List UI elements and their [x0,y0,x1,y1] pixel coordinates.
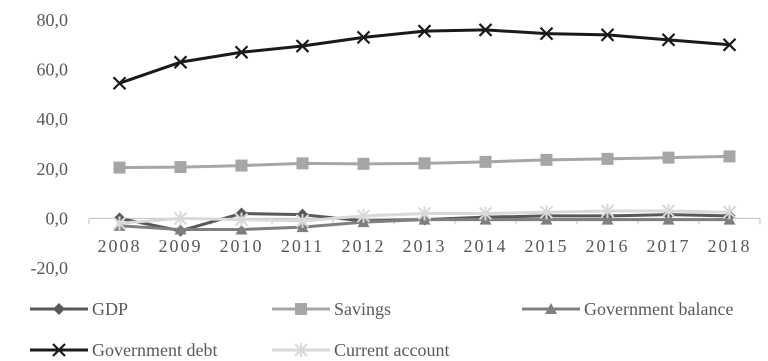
data-point-government-debt [539,26,554,41]
x-tick-label: 2014 [464,236,508,256]
x-tick-label: 2015 [525,236,569,256]
data-point-savings [418,157,431,170]
data-point-government-debt [356,30,371,45]
data-point-current-account [356,208,371,223]
y-tick-label: 80,0 [37,10,69,30]
data-point-current-account [722,205,737,220]
data-point-savings [296,157,309,170]
data-point-savings [357,157,370,170]
data-point-government-balance [174,223,187,235]
y-tick-label: -20,0 [31,258,69,278]
data-point-current-account [661,203,676,218]
data-point-savings [479,155,492,168]
y-axis: -20,0 0,0 20,0 40,0 60,0 80,0 [31,10,69,278]
data-point-savings [113,161,126,174]
data-point-current-account [112,216,127,231]
data-point-current-account [234,212,249,227]
data-point-government-debt [722,38,737,52]
x-axis: 2008 2009 2010 2011 2012 2013 2014 2015 2016 2017… [88,217,761,256]
x-tick-label: 2013 [403,236,447,256]
data-point-current-account [478,206,493,221]
data-point-savings [540,153,553,166]
x-tick-label: 2008 [98,236,142,256]
data-point-current-account [417,206,432,221]
data-point-government-debt [417,24,432,38]
data-point-savings [235,159,248,172]
data-point-government-balance [601,213,614,225]
x-tick-label: 2010 [220,236,264,256]
data-point-savings [723,150,736,163]
y-tick-label: 60,0 [37,60,69,80]
data-point-government-balance [235,223,248,235]
data-point-government-debt [600,28,615,42]
series-government-debt [112,23,737,91]
x-tick-label: 2012 [342,236,386,256]
data-point-current-account [295,213,310,228]
data-point-government-debt [234,45,249,60]
data-point-savings [174,161,187,174]
x-tick-label: 2018 [708,236,752,256]
data-point-government-debt [478,23,493,37]
series-savings [113,150,736,174]
y-tick-label: 40,0 [37,109,69,129]
series-line-government-debt [119,28,730,85]
data-point-government-debt [112,76,127,91]
x-tick-label: 2017 [647,236,691,256]
x-tick-label: 2009 [159,236,203,256]
data-point-savings [662,151,675,164]
data-point-government-debt [295,39,310,53]
data-point-government-debt [661,33,676,47]
data-point-government-balance [662,213,675,225]
x-tick-label: 2016 [586,236,630,256]
data-point-current-account [173,211,188,226]
y-tick-label: 20,0 [37,159,69,179]
data-point-savings [601,152,614,165]
x-tick-label: 2011 [281,236,324,256]
data-point-government-debt [173,55,188,69]
y-tick-label: 0,0 [46,208,69,228]
data-point-current-account [539,205,554,220]
series-current-account [112,203,737,231]
data-point-current-account [600,203,615,218]
